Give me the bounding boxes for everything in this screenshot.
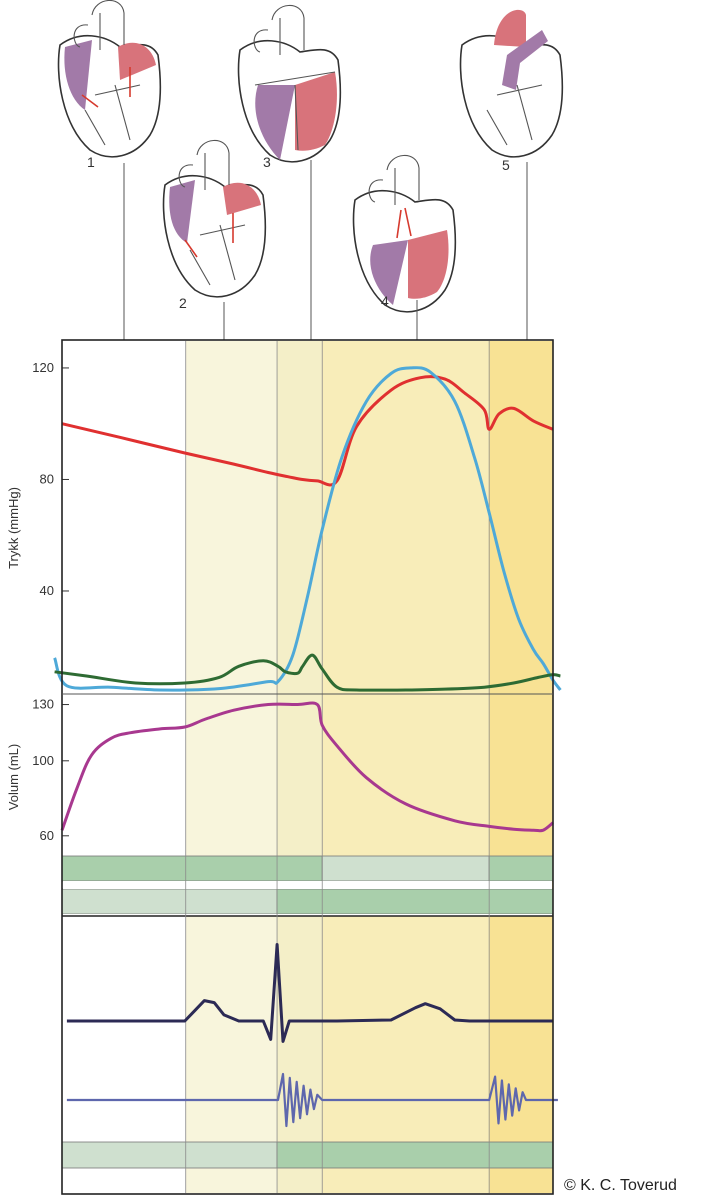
ecg-bar-segment-1 xyxy=(61,1141,278,1169)
right-atrium-blood xyxy=(169,180,195,243)
heart-label-4: 4 xyxy=(381,293,389,309)
left-atrium-blood xyxy=(223,182,261,215)
volume-tick-label-100: 100 xyxy=(32,753,54,768)
phase-band-3 xyxy=(277,341,323,1193)
pressure-tick-label-120: 120 xyxy=(32,360,54,375)
phase-band-2 xyxy=(185,341,278,1193)
copyright-credit: © K. C. Toverud xyxy=(564,1177,677,1194)
heart-label-5: 5 xyxy=(502,157,510,173)
left-ventricle-blood xyxy=(295,72,337,151)
right-ventricle-blood xyxy=(255,85,295,160)
ventricle-pressure-line xyxy=(53,366,562,692)
heart-illustration-1 xyxy=(57,0,162,158)
bar-gap-2 xyxy=(63,914,552,916)
av-valves-segment-2 xyxy=(321,855,490,882)
aorta-blood xyxy=(494,9,526,47)
pressure-axis-title: Trykk (mmHg) xyxy=(6,487,21,569)
volume-axis-title: Volum (mL) xyxy=(6,744,21,810)
flow-arrow-pulmonary xyxy=(396,209,402,239)
chart-frame xyxy=(61,339,554,1195)
right-atrium-blood xyxy=(64,40,92,110)
ventricle-volume-line xyxy=(60,701,554,833)
pressure-ticks: 40 80 120 xyxy=(32,360,69,598)
heart-illustration-5 xyxy=(459,9,564,158)
aorta-pressure-line xyxy=(61,375,554,487)
heart-label-2: 2 xyxy=(179,295,187,311)
volume-tick-label-60: 60 xyxy=(40,828,54,843)
right-ventricle-blood xyxy=(370,240,408,305)
pressure-tick-label-80: 80 xyxy=(40,471,54,486)
phonocardiogram-line xyxy=(66,1072,558,1128)
heart-illustration-4 xyxy=(352,154,457,313)
av-valves-segment-3 xyxy=(488,855,554,882)
semilunar-valves-segment-2 xyxy=(276,888,554,915)
phase-band-5 xyxy=(489,341,553,1193)
ecg-bar-segment-2 xyxy=(276,1141,554,1169)
ecg-line xyxy=(66,943,553,1043)
flow-arrow-aortic xyxy=(404,207,412,237)
pulmonary-trunk-blood xyxy=(502,30,548,90)
semilunar-valves-segment-1 xyxy=(61,888,278,915)
phase-band-4 xyxy=(322,341,490,1193)
heart-label-3: 3 xyxy=(263,154,271,170)
volume-tick-label-130: 130 xyxy=(32,697,54,712)
bar-gap-1 xyxy=(63,881,552,889)
phase-band-1 xyxy=(62,341,186,1193)
curves xyxy=(53,366,562,1128)
left-atrium-blood xyxy=(118,42,156,80)
pressure-tick-label-40: 40 xyxy=(40,583,54,598)
left-ventricle-blood xyxy=(408,230,449,299)
volume-ticks: 60 100 130 xyxy=(32,697,69,843)
flow-arrow-right xyxy=(81,94,99,108)
flow-arrow-right xyxy=(184,239,198,258)
phase-bands xyxy=(61,341,554,1193)
heart-label-1: 1 xyxy=(87,154,95,170)
heart-illustration-3 xyxy=(237,4,342,163)
heart-illustration-2 xyxy=(162,139,267,298)
av-valves-segment-1 xyxy=(61,855,323,882)
atrium-pressure-line xyxy=(54,653,561,692)
